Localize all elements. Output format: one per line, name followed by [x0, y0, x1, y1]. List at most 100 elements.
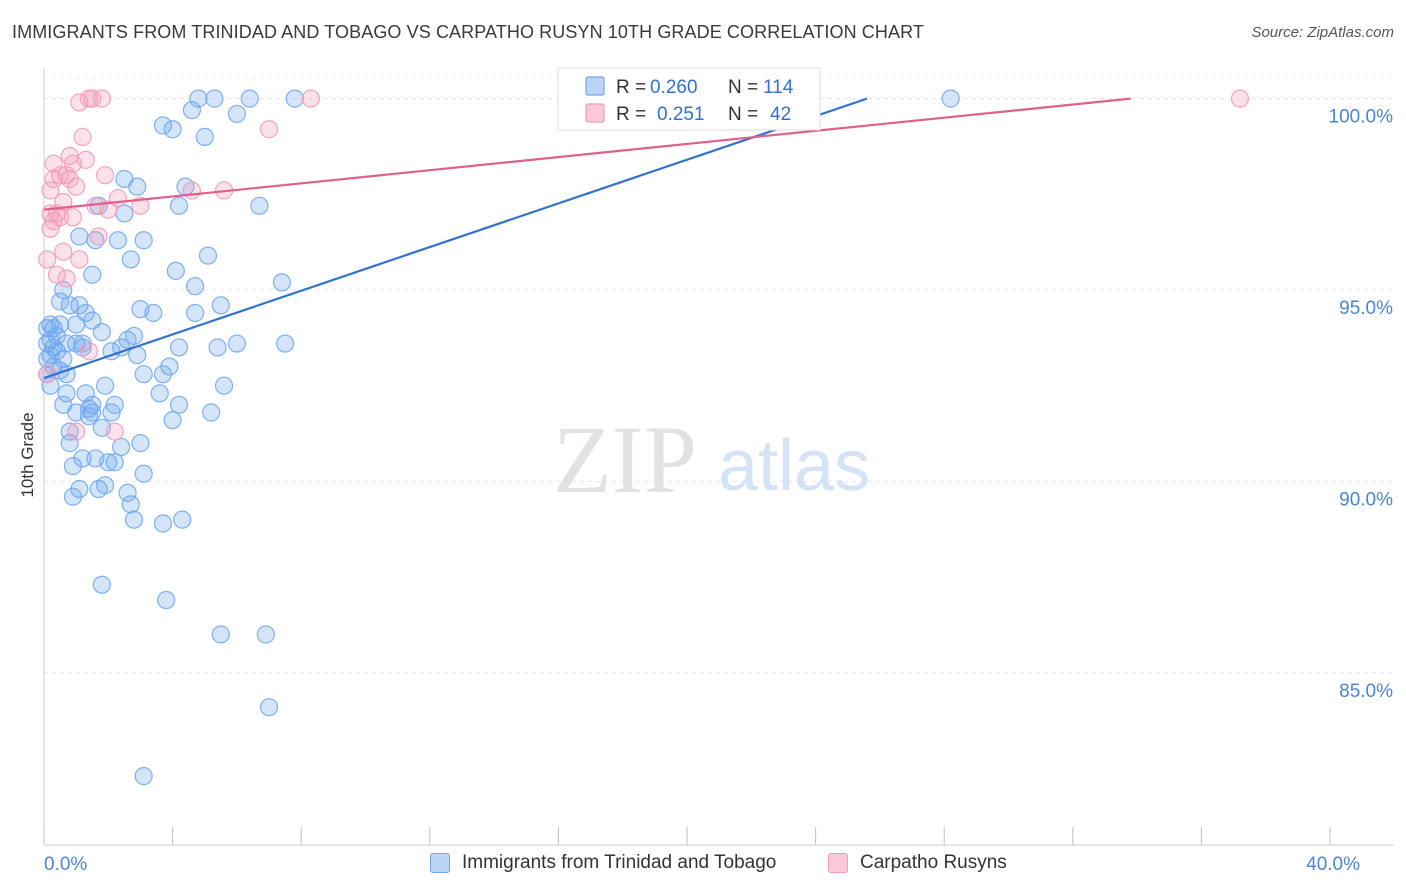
- legend-n-value: 114: [763, 77, 794, 98]
- point-trinidad: [121, 250, 140, 269]
- point-trinidad: [153, 514, 173, 533]
- x-tick-label: 40.0%: [1306, 854, 1360, 875]
- legend-swatch-blue: [585, 76, 605, 96]
- point-trinidad: [95, 376, 115, 395]
- point-trinidad: [70, 479, 89, 499]
- point-trinidad: [150, 384, 169, 403]
- point-carpatho: [63, 208, 83, 227]
- point-trinidad: [83, 403, 102, 422]
- point-trinidad: [153, 116, 173, 135]
- point-trinidad: [186, 303, 205, 323]
- point-trinidad: [108, 231, 128, 250]
- point-carpatho: [83, 89, 102, 108]
- point-trinidad: [118, 483, 137, 502]
- source-label: Source: ZipAtlas.com: [1251, 24, 1394, 41]
- point-trinidad: [250, 196, 269, 215]
- point-trinidad: [41, 376, 60, 395]
- point-carpatho: [67, 177, 86, 196]
- tick-labels: 100.0% 95.0% 90.0% 85.0% 0.0% 40.0%: [44, 107, 1393, 875]
- point-trinidad: [128, 177, 147, 196]
- y-tick-label: 95.0%: [1339, 298, 1393, 319]
- point-trinidad: [163, 120, 182, 139]
- y-tick-label: 100.0%: [1329, 107, 1394, 128]
- point-trinidad: [50, 292, 70, 311]
- point-carpatho: [50, 166, 70, 185]
- point-trinidad: [92, 575, 111, 594]
- point-trinidad: [157, 590, 176, 610]
- point-trinidad: [92, 323, 111, 342]
- point-trinidad: [208, 338, 227, 357]
- point-trinidad: [54, 280, 73, 300]
- point-trinidad: [189, 89, 208, 108]
- legend-r-value: 0.251: [657, 104, 705, 125]
- point-trinidad: [211, 625, 230, 644]
- point-trinidad: [169, 196, 189, 215]
- y-tick-label: 85.0%: [1339, 681, 1393, 702]
- point-trinidad: [195, 127, 214, 146]
- point-carpatho: [73, 127, 92, 146]
- point-carpatho: [259, 120, 279, 139]
- point-trinidad: [163, 411, 182, 430]
- legend-r-value: 0.260: [650, 77, 698, 98]
- point-trinidad: [169, 395, 189, 414]
- point-carpatho: [76, 150, 95, 169]
- point-trinidad: [173, 510, 192, 529]
- point-trinidad: [256, 625, 275, 644]
- chart-title: IMMIGRANTS FROM TRINIDAD AND TOBAGO VS C…: [12, 22, 924, 42]
- point-trinidad: [121, 495, 140, 514]
- point-carpatho: [38, 250, 57, 269]
- point-trinidad: [169, 338, 189, 357]
- point-carpatho: [105, 422, 124, 441]
- point-trinidad: [186, 277, 205, 296]
- point-trinidad: [259, 698, 279, 717]
- legend-item-carpatho[interactable]: Carpatho Rusyns: [828, 852, 1007, 874]
- y-tick-label: 90.0%: [1339, 489, 1393, 510]
- point-carpatho: [89, 227, 108, 246]
- trend-line-trinidad: [43, 97, 868, 380]
- point-trinidad: [54, 349, 73, 368]
- point-trinidad: [941, 89, 960, 108]
- point-carpatho: [92, 89, 111, 108]
- legend-label: Immigrants from Trinidad and Tobago: [462, 852, 777, 873]
- point-trinidad: [124, 326, 144, 346]
- point-trinidad: [57, 384, 76, 403]
- axes: [43, 68, 1394, 846]
- legend-swatch-pink: [585, 103, 605, 123]
- point-trinidad: [50, 315, 70, 334]
- point-trinidad: [105, 395, 124, 414]
- point-trinidad: [73, 449, 92, 468]
- legend-item-trinidad[interactable]: Immigrants from Trinidad and Tobago: [430, 852, 776, 874]
- point-carpatho: [57, 269, 76, 288]
- legend-r-label: R =: [616, 77, 646, 98]
- point-trinidad: [112, 437, 131, 457]
- point-trinidad: [47, 326, 66, 346]
- point-trinidad: [60, 434, 79, 453]
- point-trinidad: [95, 476, 115, 495]
- point-trinidad: [214, 376, 234, 395]
- point-trinidad: [182, 101, 201, 120]
- point-trinidad: [276, 334, 295, 353]
- point-carpatho: [44, 154, 63, 173]
- point-trinidad: [198, 246, 218, 265]
- point-carpatho: [131, 196, 150, 215]
- point-trinidad: [115, 204, 134, 223]
- point-carpatho: [70, 250, 89, 269]
- legend-r-label: R =: [616, 104, 646, 125]
- point-carpatho: [79, 342, 99, 361]
- legend-swatch-pink: [828, 853, 848, 873]
- point-trinidad: [160, 357, 179, 376]
- point-trinidad: [63, 456, 83, 476]
- point-trinidad: [272, 273, 292, 292]
- point-trinidad: [227, 104, 246, 124]
- x-tick-label: 0.0%: [44, 854, 87, 875]
- point-carpatho: [41, 181, 60, 200]
- watermark-zip: ZIP: [553, 406, 697, 513]
- trend-lines: [43, 97, 1131, 380]
- point-trinidad: [134, 464, 153, 483]
- point-trinidad: [60, 296, 79, 315]
- point-trinidad: [134, 365, 153, 384]
- gridlines: [44, 77, 1394, 674]
- point-trinidad: [124, 510, 144, 529]
- point-carpatho: [54, 242, 73, 261]
